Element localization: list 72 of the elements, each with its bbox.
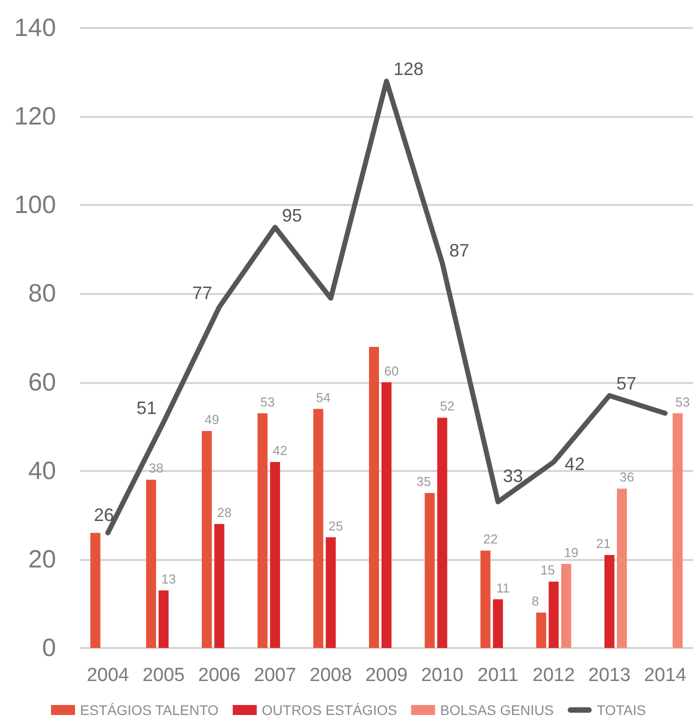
x-tick-label: 2014 (644, 665, 687, 686)
data-label: 21 (596, 536, 611, 551)
bar (313, 408, 324, 648)
legend-label: TOTAIS (596, 702, 646, 718)
data-label: 53 (260, 394, 275, 410)
data-label: 42 (564, 454, 585, 474)
x-tick-label: 2009 (365, 665, 408, 686)
y-tick-label: 20 (28, 545, 56, 574)
x-tick-label: 2006 (198, 665, 240, 686)
bar (616, 488, 627, 648)
data-label: 25 (328, 518, 344, 534)
data-label: 57 (616, 374, 636, 394)
bar (202, 431, 212, 648)
data-label: 15 (540, 562, 555, 578)
x-tick-label: 2007 (254, 665, 296, 686)
x-tick-label: 2013 (588, 665, 631, 686)
x-tick-label: 2005 (142, 665, 185, 686)
data-label: 19 (564, 544, 578, 560)
y-tick-label: 80 (28, 280, 56, 308)
bar (90, 532, 100, 648)
bar (258, 413, 268, 648)
data-label: 53 (675, 394, 690, 410)
legend-label: OUTROS ESTÁGIOS (262, 702, 398, 718)
data-label: 28 (217, 505, 232, 520)
y-tick-label: 100 (14, 191, 56, 220)
data-label: 13 (161, 571, 176, 586)
x-tick-label: 2011 (478, 665, 518, 686)
data-label: 35 (416, 474, 431, 489)
bar (424, 493, 435, 648)
x-tick-label: 2004 (86, 665, 130, 686)
data-label: 95 (282, 205, 302, 226)
legend-label: ESTÁGIOS TALENTO (80, 702, 219, 718)
bar (492, 599, 503, 648)
data-label: 36 (620, 470, 634, 485)
data-label: 26 (94, 504, 114, 525)
data-label: 87 (449, 240, 470, 261)
bar (437, 418, 448, 648)
x-tick-label: 2012 (532, 665, 575, 686)
bar (326, 537, 336, 648)
bar (480, 550, 490, 648)
bar (270, 462, 280, 648)
data-label: 60 (384, 363, 399, 378)
data-label: 51 (136, 398, 157, 418)
y-tick-label: 40 (28, 456, 56, 485)
data-label: 33 (502, 466, 523, 486)
data-label: 8 (532, 594, 539, 609)
bar (369, 346, 379, 648)
y-tick-label: 120 (14, 102, 56, 131)
bar (672, 413, 683, 648)
data-label: 52 (440, 398, 454, 414)
data-label: 128 (394, 59, 424, 80)
bar (158, 590, 169, 648)
data-label: 42 (272, 443, 288, 458)
data-label: 77 (192, 283, 212, 303)
data-label: 49 (204, 412, 220, 427)
x-tick-label: 2008 (310, 665, 352, 686)
bar (561, 564, 572, 648)
bar (382, 382, 392, 648)
data-label: 54 (316, 390, 331, 405)
y-tick-label: 0 (42, 634, 56, 662)
data-label: 22 (483, 532, 498, 547)
y-tick-label: 60 (28, 368, 56, 396)
bar (548, 582, 559, 648)
data-label: 38 (148, 460, 164, 476)
bar (604, 555, 614, 648)
y-tick-label: 140 (14, 14, 56, 42)
data-label: 11 (496, 580, 510, 596)
legend-label: BOLSAS GENIUS (440, 702, 554, 718)
bar (146, 480, 156, 648)
x-tick-label: 2010 (421, 665, 464, 686)
bar (536, 612, 546, 648)
bar (214, 524, 224, 648)
